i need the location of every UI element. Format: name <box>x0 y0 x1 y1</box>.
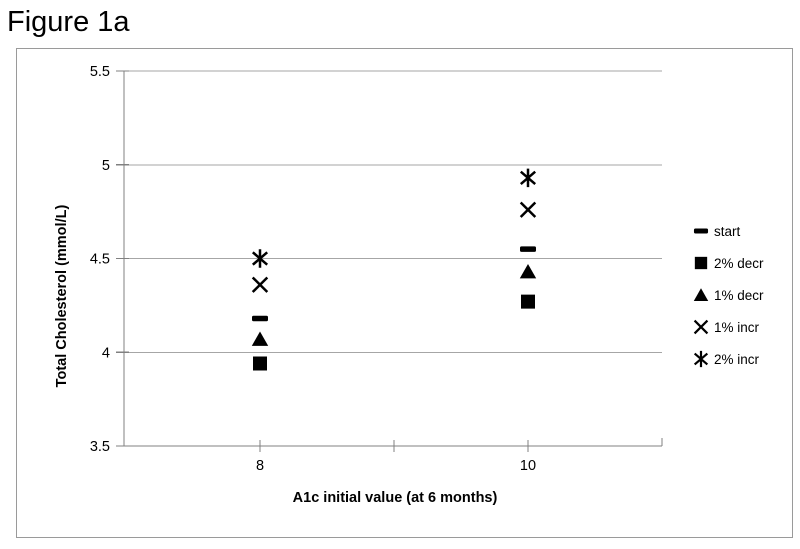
dash-marker-icon <box>691 220 713 242</box>
series-2-incr <box>251 168 537 268</box>
triangle-marker-icon <box>691 284 713 306</box>
plot-svg: 5.5 5 4.5 4 3.5 8 10 <box>90 64 663 474</box>
y-tick-label: 5 <box>102 158 110 174</box>
legend-item-2pct-decr: 2% decr <box>691 252 764 274</box>
legend-label: 2% decr <box>714 255 764 271</box>
x-tick-label: 8 <box>256 458 264 474</box>
legend-item-1pct-decr: 1% decr <box>691 284 764 306</box>
gridlines <box>124 70 662 353</box>
square-marker-icon <box>691 252 713 274</box>
chart-area: 5.5 5 4.5 4 3.5 8 10 Total Cholesterol (mmol/L… <box>16 48 793 538</box>
y-tick-label: 4.5 <box>90 252 110 268</box>
legend-item-2pct-incr: 2% incr <box>691 348 764 370</box>
legend-label: 1% decr <box>714 287 764 303</box>
axes <box>116 70 663 452</box>
legend-label: 2% incr <box>714 351 760 367</box>
legend-item-start: start <box>691 220 764 242</box>
legend-item-1pct-incr: 1% incr <box>691 316 764 338</box>
x-tick-label: 10 <box>520 458 536 474</box>
legend-label: 1% incr <box>714 319 760 335</box>
series-start <box>252 246 536 322</box>
series-1-decr <box>251 264 537 346</box>
y-tick-label: 5.5 <box>90 64 110 80</box>
figure-title: Figure 1a <box>7 6 130 38</box>
tick-labels: 5.5 5 4.5 4 3.5 8 10 <box>90 64 536 474</box>
x-marker-icon <box>691 316 713 338</box>
x-axis-title: A1c initial value (at 6 months) <box>292 490 498 506</box>
y-tick-label: 3.5 <box>90 439 110 455</box>
star-marker-icon <box>691 348 713 370</box>
series-2-decr <box>253 294 535 371</box>
series-1-incr <box>251 201 537 293</box>
legend-label: start <box>714 223 741 239</box>
y-axis-title: Total Cholesterol (mmol/L) <box>54 204 70 388</box>
y-tick-label: 4 <box>102 345 110 361</box>
legend: start 2% decr 1% decr 1% incr 2% incr <box>691 220 764 370</box>
